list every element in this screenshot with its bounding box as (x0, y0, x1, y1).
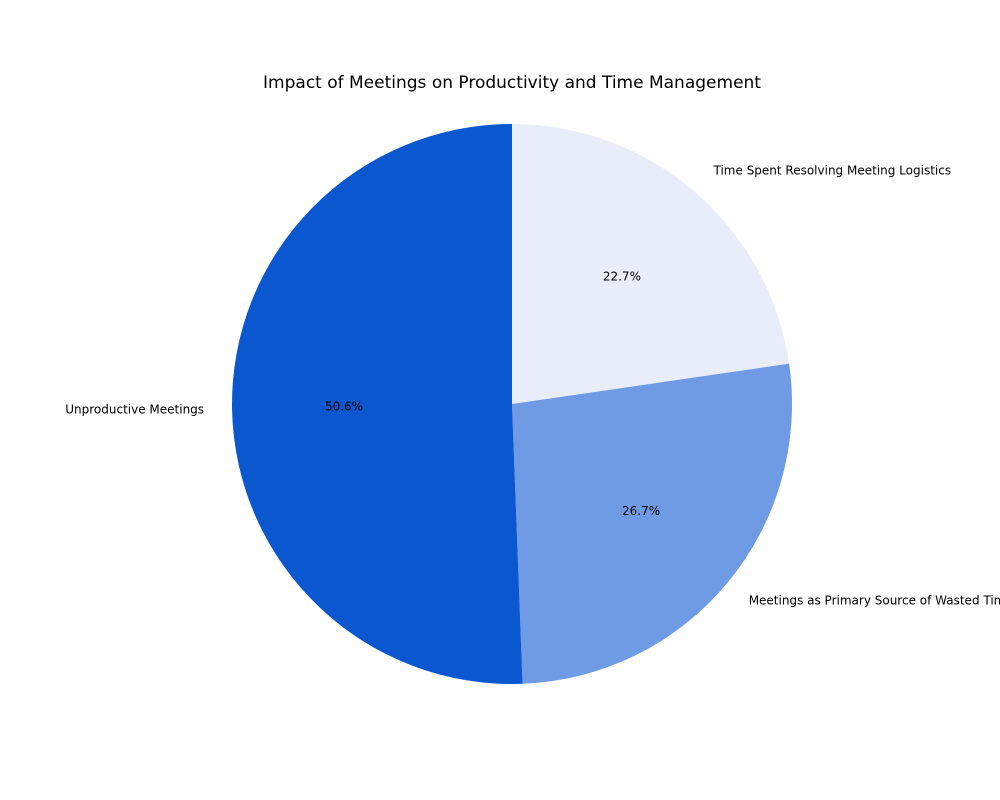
slice-label-time-spent-resolving-meeting-logistics: Time Spent Resolving Meeting Logistics (712, 164, 951, 178)
pie-slices (231, 124, 792, 684)
chart-title: Impact of Meetings on Productivity and T… (263, 73, 761, 93)
slice-percent-meetings-as-primary-source-of-wasted-time: 26.7% (622, 504, 660, 518)
slice-percent-unproductive-meetings: 50.6% (325, 400, 363, 414)
slice-label-unproductive-meetings: Unproductive Meetings (65, 402, 204, 416)
pie-slice-time-spent-resolving-meeting-logistics (512, 124, 790, 404)
pie-slice-meetings-as-primary-source-of-wasted-time (512, 363, 792, 684)
slice-label-meetings-as-primary-source-of-wasted-time: Meetings as Primary Source of Wasted Tim… (749, 594, 1000, 608)
pie-slice-unproductive-meetings (231, 124, 523, 684)
slice-percent-time-spent-resolving-meeting-logistics: 22.7% (603, 269, 641, 283)
pie-labels: Time Spent Resolving Meeting Logistics 22… (65, 164, 1000, 608)
